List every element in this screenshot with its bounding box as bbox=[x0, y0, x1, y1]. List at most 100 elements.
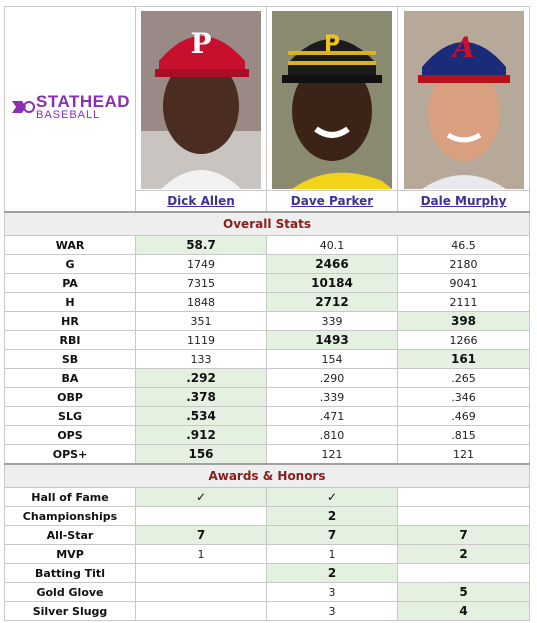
stat-value-cell bbox=[397, 563, 530, 583]
row-label: OPS bbox=[4, 425, 136, 445]
row-label: HR bbox=[4, 311, 136, 331]
stat-value-cell: .339 bbox=[266, 387, 398, 407]
stat-value-cell: 7 bbox=[266, 525, 398, 545]
stat-value-cell: 10184 bbox=[266, 273, 398, 293]
stat-row: RBI 1119 1493 1266 bbox=[4, 330, 530, 350]
svg-text:P: P bbox=[324, 32, 340, 57]
stat-value-cell: ✓ bbox=[135, 487, 267, 507]
player-name-cell: Dick Allen bbox=[135, 190, 267, 213]
stat-value-cell: 351 bbox=[135, 311, 267, 331]
stat-value-cell: 1848 bbox=[135, 292, 267, 312]
row-label: RBI bbox=[4, 330, 136, 350]
stat-value-cell: 46.5 bbox=[397, 235, 530, 255]
stat-row: OPS+ 156 121 121 bbox=[4, 444, 530, 465]
stat-value-cell: .290 bbox=[266, 368, 398, 388]
stat-row: WAR 58.7 40.1 46.5 bbox=[4, 235, 530, 255]
stat-value-cell: .265 bbox=[397, 368, 530, 388]
stat-value-cell: 1 bbox=[266, 544, 398, 564]
stat-value-cell: 58.7 bbox=[135, 235, 267, 255]
section-title-awards: Awards & Honors bbox=[4, 463, 530, 488]
stat-value-cell: 4 bbox=[397, 601, 530, 621]
stat-value-cell: 3 bbox=[266, 582, 398, 602]
photo-row: STATHEAD BASEBALL P bbox=[4, 6, 530, 213]
logo-cell: STATHEAD BASEBALL bbox=[4, 6, 136, 213]
stat-value-cell bbox=[135, 601, 267, 621]
stat-value-cell bbox=[135, 506, 267, 526]
player-name-cell: Dale Murphy bbox=[397, 190, 530, 213]
award-row: MVP 1 1 2 bbox=[4, 544, 530, 564]
stat-row: OPS .912.810.815 bbox=[4, 425, 530, 445]
stat-value-cell: 3 bbox=[266, 601, 398, 621]
stat-value-cell: .292 bbox=[135, 368, 267, 388]
stat-value-cell: 7315 bbox=[135, 273, 267, 293]
stat-value-cell: 2712 bbox=[266, 292, 398, 312]
stat-value-cell: 156 bbox=[135, 444, 267, 465]
stat-value-cell: 5 bbox=[397, 582, 530, 602]
section-title-overall: Overall Stats bbox=[4, 211, 530, 236]
player-comparison-table: STATHEAD BASEBALL P bbox=[4, 6, 530, 621]
player-photo-phillies-cap: P bbox=[141, 11, 261, 189]
stat-value-cell: 2180 bbox=[397, 254, 530, 274]
stat-value-cell: .346 bbox=[397, 387, 530, 407]
stat-value-cell: 2 bbox=[266, 563, 398, 583]
row-label: PA bbox=[4, 273, 136, 293]
player-photo-cell: A bbox=[397, 6, 530, 191]
logo-sub-text: BASEBALL bbox=[35, 109, 101, 121]
stat-value-cell: 2466 bbox=[266, 254, 398, 274]
stathead-logo[interactable]: STATHEAD BASEBALL bbox=[5, 7, 135, 211]
stat-value-cell bbox=[397, 487, 530, 507]
stat-value-cell: .534 bbox=[135, 406, 267, 426]
player-photo-braves-cap: A bbox=[403, 11, 524, 189]
row-label: G bbox=[4, 254, 136, 274]
stat-value-cell: 1119 bbox=[135, 330, 267, 350]
stat-value-cell: 9041 bbox=[397, 273, 530, 293]
stat-value-cell bbox=[135, 563, 267, 583]
svg-text:A: A bbox=[450, 31, 475, 64]
stat-value-cell: 121 bbox=[397, 444, 530, 465]
stathead-mark-icon bbox=[11, 101, 35, 113]
stat-value-cell: 7 bbox=[397, 525, 530, 545]
stat-value-cell: 121 bbox=[266, 444, 398, 465]
stat-row: BA .292.290.265 bbox=[4, 368, 530, 388]
award-row: Championships 2 bbox=[4, 506, 530, 526]
stat-value-cell: 2111 bbox=[397, 292, 530, 312]
stat-row: SLG .534.471.469 bbox=[4, 406, 530, 426]
stat-value-cell bbox=[397, 506, 530, 526]
row-label: H bbox=[4, 292, 136, 312]
award-row: Silver Slugg 3 4 bbox=[4, 601, 530, 621]
award-row: All-Star 7 7 7 bbox=[4, 525, 530, 545]
stat-value-cell: .810 bbox=[266, 425, 398, 445]
stat-value-cell bbox=[135, 582, 267, 602]
row-label: Hall of Fame bbox=[4, 487, 136, 507]
stat-value-cell: 7 bbox=[135, 525, 267, 545]
stat-row: PA 7315 10184 9041 bbox=[4, 273, 530, 293]
stat-value-cell: 2 bbox=[266, 506, 398, 526]
row-label: Gold Glove bbox=[4, 582, 136, 602]
stat-value-cell: 398 bbox=[397, 311, 530, 331]
stat-value-cell: ✓ bbox=[266, 487, 398, 507]
comparison-table-container: STATHEAD BASEBALL P bbox=[4, 6, 530, 621]
stat-value-cell: .378 bbox=[135, 387, 267, 407]
stat-value-cell: .912 bbox=[135, 425, 267, 445]
stat-row: OBP .378.339.346 bbox=[4, 387, 530, 407]
player-photo-cell: P bbox=[266, 6, 398, 191]
stat-value-cell: 161 bbox=[397, 349, 530, 369]
stat-value-cell: 154 bbox=[266, 349, 398, 369]
player-photo-cell: P bbox=[135, 6, 267, 191]
player-link-dick-allen[interactable]: Dick Allen bbox=[167, 194, 235, 208]
stat-row: G 1749 2466 2180 bbox=[4, 254, 530, 274]
stat-value-cell: 1749 bbox=[135, 254, 267, 274]
logo-brand-text: STATHEAD bbox=[35, 92, 131, 111]
stat-value-cell: .469 bbox=[397, 406, 530, 426]
row-label: All-Star bbox=[4, 525, 136, 545]
stat-value-cell: .471 bbox=[266, 406, 398, 426]
stat-value-cell: 40.1 bbox=[266, 235, 398, 255]
row-label: BA bbox=[4, 368, 136, 388]
section-header-awards: Awards & Honors bbox=[4, 463, 530, 488]
player-link-dale-murphy[interactable]: Dale Murphy bbox=[420, 194, 507, 208]
player-link-dave-parker[interactable]: Dave Parker bbox=[290, 194, 374, 208]
row-label: Championships bbox=[4, 506, 136, 526]
section-header-overall: Overall Stats bbox=[4, 211, 530, 236]
row-label: SB bbox=[4, 349, 136, 369]
svg-text:P: P bbox=[190, 27, 211, 60]
